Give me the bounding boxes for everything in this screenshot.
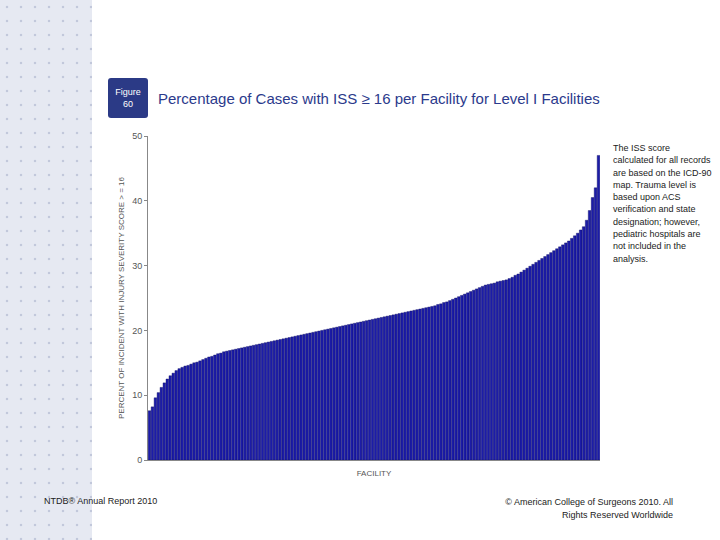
html-text:Percentage of Cases with ISS ≥: Percentage of Cases with ISS ≥ 16 per Fa… <box>158 90 600 107</box>
svg-text:50: 50 <box>132 131 142 141</box>
html-text:© American College of Surgeons: © American College of Surgeons 2010. All… <box>505 497 673 520</box>
svg-text:20: 20 <box>132 326 142 336</box>
svg-text:30: 30 <box>132 261 142 271</box>
svg-text:40: 40 <box>132 196 142 206</box>
svg-text:PERCENT OF INCIDENT WITH INJUR: PERCENT OF INCIDENT WITH INJURY SEVERITY… <box>117 176 126 419</box>
svg-text:10: 10 <box>132 390 142 400</box>
html-text:The ISS score calculated for a: The ISS score calculated for all records… <box>613 143 712 264</box>
svg-text:0: 0 <box>137 455 142 465</box>
html-text:Figure 60: Figure 60 <box>115 87 141 109</box>
svg-text:FACILITY: FACILITY <box>357 469 392 478</box>
html-text:NTDB® Annual Report 2010: NTDB® Annual Report 2010 <box>44 496 158 506</box>
